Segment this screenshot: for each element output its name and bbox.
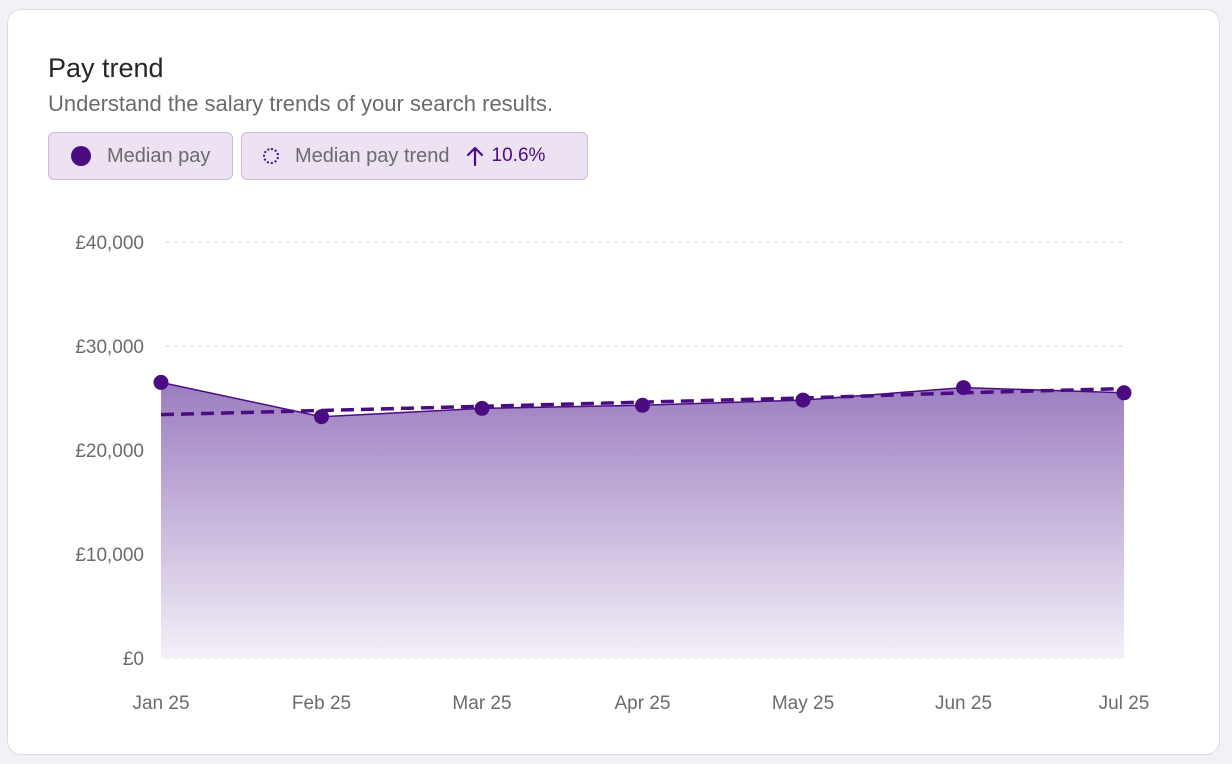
median-pay-point: [635, 397, 650, 413]
legend-median-pay[interactable]: Median pay: [48, 132, 233, 180]
median-pay-point: [153, 374, 169, 390]
y-tick-label: £30,000: [75, 337, 144, 358]
legend-median-pay-trend[interactable]: Median pay trend 10.6%: [241, 132, 588, 180]
x-tick-label: May 25: [772, 693, 834, 714]
pay-trend-card: Pay trend Understand the salary trends o…: [7, 9, 1220, 755]
y-tick-label: £40,000: [75, 233, 144, 254]
card-title: Pay trend: [48, 53, 164, 83]
legend-median-label: Median pay: [107, 144, 211, 167]
trend-percentage: 10.6%: [491, 145, 546, 166]
y-axis: £0 £10,000 £20,000 £30,000 £40,000: [75, 233, 144, 670]
solid-dot-icon: [71, 146, 91, 166]
median-pay-area: [160, 381, 1125, 658]
y-tick-label: £20,000: [75, 441, 144, 462]
median-pay-area-fill: [161, 382, 1124, 658]
x-tick-label: Jun 25: [935, 693, 992, 714]
x-tick-label: Jul 25: [1099, 693, 1150, 714]
x-tick-label: Mar 25: [452, 693, 511, 714]
x-tick-label: Jan 25: [132, 693, 189, 714]
x-tick-label: Feb 25: [292, 693, 351, 714]
median-pay-point: [795, 392, 811, 408]
pay-trend-chart: £0 £10,000 £20,000 £30,000 £40,000 Jan 25 Feb…: [75, 233, 1149, 714]
x-tick-label: Apr 25: [615, 693, 671, 714]
card-subtitle: Understand the salary trends of your sea…: [48, 91, 554, 116]
median-pay-point: [474, 400, 490, 416]
y-tick-label: £10,000: [75, 545, 144, 566]
median-pay-points: [153, 374, 1132, 425]
arrow-up-icon: [466, 146, 483, 167]
median-pay-point: [956, 380, 971, 396]
median-pay-point: [1116, 385, 1132, 401]
y-tick-label: £0: [123, 649, 144, 670]
legend-trend-label: Median pay trend: [295, 144, 450, 167]
dashed-circle-icon: [263, 148, 279, 164]
median-pay-point: [314, 409, 329, 425]
x-axis: Jan 25 Feb 25 Mar 25 Apr 25 May 25 Jun 25 Jul …: [132, 693, 1149, 714]
